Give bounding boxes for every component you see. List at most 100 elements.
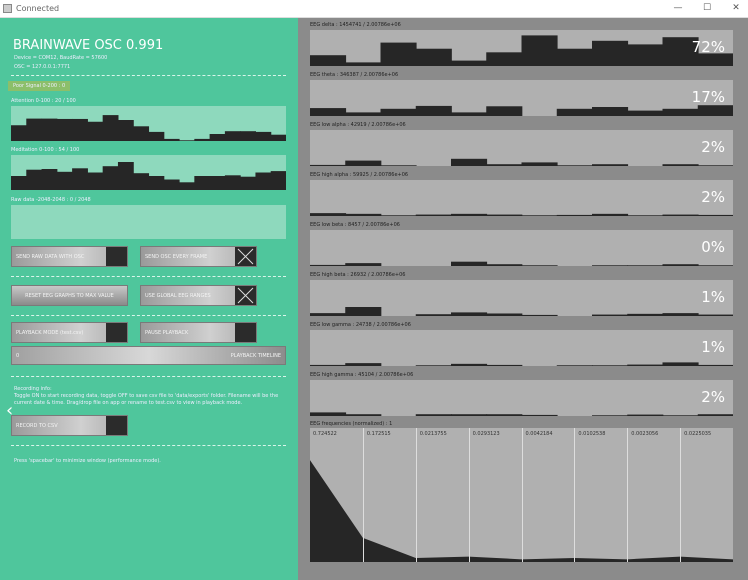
frequency-column: 0.0213755 [415, 428, 450, 562]
minimize-button[interactable]: — [673, 3, 683, 13]
meditation-graph [11, 155, 286, 190]
graph-bar [224, 175, 241, 190]
band-graph: 2% [310, 130, 733, 166]
graph-bar [209, 176, 226, 190]
graph-bar [697, 105, 733, 116]
send-osc-every-frame-toggle[interactable]: SEND OSC EVERY FRAME [140, 246, 257, 267]
playback-mode-toggle[interactable]: PLAYBACK MODE (test.csv) [11, 322, 128, 343]
graph-bar [11, 125, 27, 141]
graph-bar [240, 131, 256, 141]
graph-bar [345, 363, 382, 366]
graph-bar [345, 307, 382, 316]
graph-bar [592, 314, 629, 316]
global-eeg-ranges-toggle[interactable]: USE GLOBAL EEG RANGES [140, 285, 257, 306]
band-label: EEG theta : 346387 / 2.00786e+06 [310, 72, 399, 78]
graph-bar [592, 213, 629, 216]
close-button[interactable]: ✕ [732, 3, 740, 13]
graph-bar [486, 52, 523, 66]
graph-bar [380, 42, 417, 66]
record-to-csv-toggle[interactable]: RECORD TO CSV [11, 415, 128, 436]
graph-bar [451, 363, 488, 366]
graph-bar [41, 169, 58, 190]
graph-bar [380, 165, 417, 166]
graph-bar [451, 158, 488, 166]
raw-data-label: Raw data -2048-2048 : 0 / 2048 [11, 197, 91, 203]
graph-bar [697, 214, 733, 216]
frequency-area [310, 460, 733, 562]
divider [11, 445, 286, 446]
graph-bar [163, 179, 180, 190]
graph-bar [310, 412, 347, 416]
band-percent: 2% [701, 138, 725, 156]
graph-bar [662, 362, 699, 366]
graph-bar [415, 214, 452, 216]
pause-playback-label: PAUSE PLAYBACK [145, 330, 189, 336]
toggle-off-box [235, 323, 256, 342]
graph-bar [662, 313, 699, 316]
divider [11, 75, 286, 76]
band-label: EEG high gamma : 45104 / 2.00786e+06 [310, 372, 414, 378]
graph-bar [697, 265, 733, 266]
playback-timeline-slider[interactable]: 0 PLAYBACK TIMELINE [11, 346, 286, 365]
graph-bar [87, 121, 104, 141]
band-percent: 1% [701, 288, 725, 306]
timeline-value: 0 [16, 353, 20, 359]
graph-bar [592, 265, 629, 266]
pause-playback-toggle[interactable]: PAUSE PLAYBACK [140, 322, 257, 343]
timeline-label: PLAYBACK TIMELINE [230, 353, 281, 359]
graph-bar [592, 415, 629, 416]
frequencies-label: EEG frequencies (normalized) : 1 [310, 421, 393, 427]
osc-info: OSC = 127.0.0.1:7771 [14, 64, 71, 70]
meditation-label: Meditation 0-100 : 54 / 100 [11, 147, 80, 153]
divider [11, 376, 286, 377]
graph-bar [486, 313, 523, 316]
graph-bar [627, 414, 664, 416]
graph-bar [117, 120, 134, 141]
global-ranges-label: USE GLOBAL EEG RANGES [145, 293, 211, 299]
graph-bar [133, 126, 150, 141]
graph-bar [310, 264, 347, 266]
frequency-column: 0.0225035 [680, 428, 714, 562]
graph-bar [310, 313, 347, 316]
frequency-column: 0.0042184 [521, 428, 556, 562]
graph-bar [662, 415, 699, 416]
band-graph: 1% [310, 280, 733, 316]
graph-bar [451, 312, 488, 316]
graph-bar [486, 264, 523, 266]
band-label: EEG high alpha : 59925 / 2.00786e+06 [310, 172, 409, 178]
band-graph: 1% [310, 330, 733, 366]
graph-bar [133, 173, 150, 190]
band-graph: 72% [310, 30, 733, 66]
divider [11, 315, 286, 316]
graph-bar [521, 265, 558, 266]
band-percent: 2% [701, 388, 725, 406]
graph-bar [627, 265, 664, 266]
graph-bar [697, 314, 733, 316]
graph-bar [521, 314, 558, 316]
reset-eeg-graphs-button[interactable]: RESET EEG GRAPHS TO MAX VALUE [11, 285, 128, 306]
graph-bar [521, 35, 558, 66]
toggle-off-box [106, 416, 127, 435]
toggle-off-box [106, 247, 127, 266]
graph-bar [209, 134, 226, 141]
graph-bar [451, 60, 488, 66]
graph-bar [415, 414, 452, 416]
graph-bar [451, 213, 488, 216]
attention-graph [11, 106, 286, 141]
graph-bar [11, 176, 27, 190]
attention-label: Attention 0-100 : 20 / 100 [11, 98, 76, 104]
graph-bar [627, 44, 664, 66]
graph-bar [556, 365, 593, 366]
graph-bar [72, 168, 88, 190]
title-bar: Connected — ☐ ✕ [0, 0, 748, 18]
collapse-arrow-icon[interactable]: ‹ [6, 400, 14, 421]
send-raw-data-toggle[interactable]: SEND RAW DATA WITH OSC [11, 246, 128, 267]
record-csv-label: RECORD TO CSV [16, 423, 58, 429]
spacebar-hint: Press 'spacebar' to minimize window (per… [14, 458, 161, 464]
graph-bar [117, 162, 134, 190]
graph-bar [87, 172, 104, 190]
graph-bar [270, 134, 286, 141]
graph-bar [194, 138, 211, 141]
graph-bar [556, 108, 593, 116]
maximize-button[interactable]: ☐ [702, 3, 712, 13]
